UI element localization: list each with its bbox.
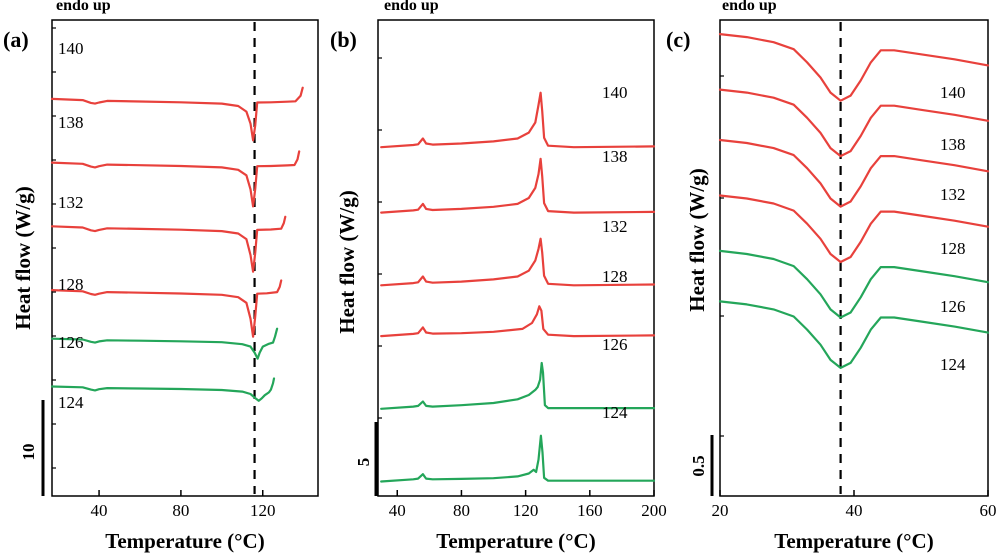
x-axis-title: Temperature (°C) <box>774 529 933 553</box>
series-line-132 <box>50 215 287 273</box>
series-line-140 <box>718 33 990 102</box>
series-line-140 <box>380 91 656 149</box>
series-line-132 <box>718 138 990 208</box>
series-line-138 <box>380 157 656 214</box>
scale-bar-label: 10 <box>19 444 38 461</box>
series-line-140 <box>50 86 304 142</box>
x-tick-label: 40 <box>389 501 406 520</box>
series-label: 124 <box>940 355 966 374</box>
series-label: 128 <box>940 239 966 258</box>
endo-up-label: endo up <box>384 0 439 14</box>
x-tick-label: 120 <box>513 501 539 520</box>
x-tick-label: 80 <box>172 501 189 520</box>
scale-bar-label: 5 <box>354 458 373 467</box>
x-tick-label: 200 <box>641 501 667 520</box>
scale-bar-label: 0.5 <box>689 455 708 476</box>
panel-label: (c) <box>666 27 690 52</box>
series-line-128 <box>50 279 283 338</box>
series-line-124 <box>380 434 656 483</box>
plot-frame <box>377 19 655 497</box>
series-label: 126 <box>602 335 628 354</box>
series-line-126 <box>50 327 279 360</box>
series-line-128 <box>380 305 656 338</box>
panel-label: (b) <box>330 27 357 52</box>
chart-panel-3: 20 40 60 140 138 132 128 126 124 (c) endo up Temper… <box>666 0 997 553</box>
series-line-126 <box>718 249 990 319</box>
series-label: 124 <box>58 393 84 412</box>
series-line-128 <box>718 194 990 264</box>
series-label: 132 <box>940 185 966 204</box>
y-axis-title: Heat flow (W/g) <box>335 190 359 333</box>
chart-panel-1: 40 80 120 140 138 132 128 126 124 (a) endo up Tempe… <box>3 0 319 553</box>
series-label: 128 <box>58 275 84 294</box>
chart-panel-2: 40 80 120 160 200 140 138 132 128 126 124 (b) endo u… <box>330 0 667 553</box>
series-line-126 <box>380 361 656 410</box>
series-label: 128 <box>602 267 628 286</box>
series-label: 138 <box>940 135 966 154</box>
x-axis-title: Temperature (°C) <box>105 529 264 553</box>
x-tick-label: 40 <box>846 501 863 520</box>
y-axis-title: Heat flow (W/g) <box>685 168 709 311</box>
x-tick-label: 20 <box>712 501 729 520</box>
series-label: 140 <box>940 83 966 102</box>
x-tick-label: 80 <box>453 501 470 520</box>
plot-frame <box>51 19 319 497</box>
series-label: 132 <box>602 217 628 236</box>
series-label: 126 <box>58 333 84 352</box>
endo-up-label: endo up <box>56 0 111 14</box>
series-label: 124 <box>602 403 628 422</box>
x-tick-label: 120 <box>250 501 276 520</box>
series-line-124 <box>50 377 276 402</box>
x-axis-title: Temperature (°C) <box>436 529 595 553</box>
series-line-124 <box>718 300 990 369</box>
series-label: 138 <box>602 147 628 166</box>
y-axis-title: Heat flow (W/g) <box>11 186 35 329</box>
series-label: 140 <box>602 83 628 102</box>
series-line-138 <box>50 150 301 208</box>
x-tick-label: 40 <box>91 501 108 520</box>
x-tick-label: 160 <box>577 501 603 520</box>
series-label: 140 <box>58 39 84 58</box>
endo-up-label: endo up <box>722 0 777 14</box>
series-label: 138 <box>58 113 84 132</box>
x-tick-label: 60 <box>980 501 997 520</box>
series-line-132 <box>380 237 656 287</box>
series-label: 126 <box>940 297 966 316</box>
panel-label: (a) <box>3 27 29 52</box>
series-label: 132 <box>58 193 84 212</box>
series-line-138 <box>718 88 990 158</box>
